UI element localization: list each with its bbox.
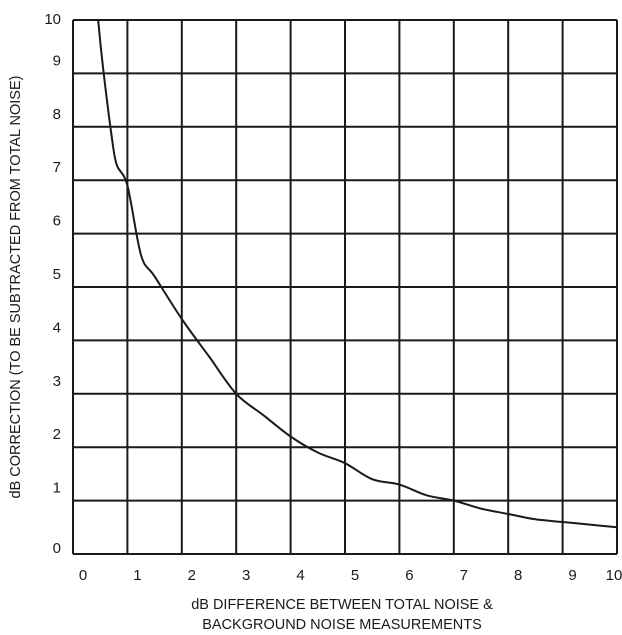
y-tick-label: 3 bbox=[53, 373, 61, 390]
x-tick-label: 0 bbox=[79, 567, 87, 584]
series-curves bbox=[97, 20, 617, 529]
y-tick-label: 9 bbox=[53, 52, 61, 69]
y-tick-label: 4 bbox=[53, 319, 61, 336]
y-tick-label: 1 bbox=[53, 480, 61, 497]
y-tick-label: 10 bbox=[44, 11, 61, 28]
y-tick-label: 7 bbox=[53, 159, 61, 176]
y-axis-label: dB CORRECTION (TO BE SUBTRACTED FROM TOT… bbox=[8, 76, 24, 499]
y-tick-label: 5 bbox=[53, 266, 61, 283]
x-tick-labels: 0 1 2 3 4 5 6 7 8 9 10 bbox=[79, 567, 622, 584]
y-tick-label: 8 bbox=[53, 106, 61, 123]
series-curve bbox=[97, 20, 617, 529]
x-tick-label: 1 bbox=[133, 567, 141, 584]
x-tick-label: 4 bbox=[296, 567, 304, 584]
x-axis-label-line-1: dB DIFFERENCE BETWEEN TOTAL NOISE & bbox=[191, 597, 493, 613]
x-tick-label: 8 bbox=[514, 567, 522, 584]
x-tick-label: 10 bbox=[606, 567, 622, 584]
y-tick-labels: 0 1 2 3 4 5 6 7 8 9 10 bbox=[44, 11, 61, 557]
y-tick-label: 0 bbox=[53, 540, 61, 557]
x-axis-label-line-2: BACKGROUND NOISE MEASUREMENTS bbox=[202, 617, 482, 633]
x-tick-label: 9 bbox=[568, 567, 576, 584]
y-tick-label: 6 bbox=[53, 213, 61, 230]
x-tick-label: 6 bbox=[405, 567, 413, 584]
y-tick-label: 2 bbox=[53, 426, 61, 443]
x-tick-label: 7 bbox=[460, 567, 468, 584]
grid-lines bbox=[72, 19, 618, 555]
x-tick-label: 2 bbox=[188, 567, 196, 584]
x-tick-label: 3 bbox=[242, 567, 250, 584]
x-tick-label: 5 bbox=[351, 567, 359, 584]
